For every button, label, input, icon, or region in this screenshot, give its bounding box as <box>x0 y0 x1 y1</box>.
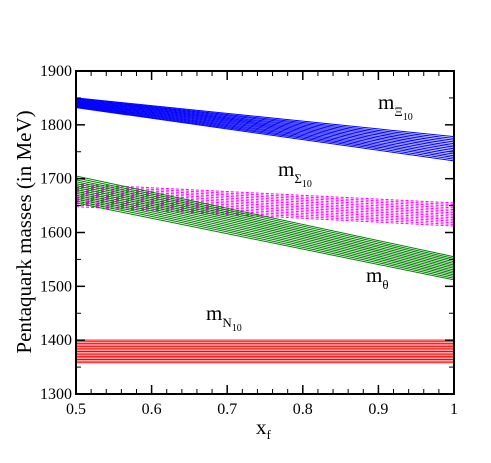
x-axis-title: xf <box>256 415 272 442</box>
band-xi10-line <box>76 98 454 141</box>
y-axis-title: Pentaquark masses (in MeV) <box>12 110 36 353</box>
label-sigma10: mΣ10 <box>278 157 312 190</box>
y-tick-label: 1900 <box>40 63 72 80</box>
band-xi10-line <box>76 99 454 143</box>
label-sigma10-subsub: 10 <box>302 179 312 190</box>
band-sigma10-line <box>76 202 454 224</box>
band-xi10-line <box>76 105 454 157</box>
band-theta-line <box>76 175 454 258</box>
ticks-layer: 0.5 0.6 0.7 0.8 0.9 1 1300 1400 1500 1600 1700 1800… <box>40 63 458 418</box>
x-tick-label: 0.6 <box>142 401 162 418</box>
band-xi10-line <box>76 100 454 146</box>
band-theta-line <box>76 192 454 273</box>
x-axis-title-main: x <box>256 415 267 439</box>
band-xi10-line <box>76 107 454 162</box>
band-sigma10-line <box>76 191 454 212</box>
x-tick-label: 1 <box>450 401 458 418</box>
band-theta-line <box>76 194 454 274</box>
band-sigma10-line <box>76 198 454 219</box>
band-xi10-line <box>76 103 454 153</box>
y-tick-label: 1300 <box>40 386 72 403</box>
band-theta-line <box>76 179 454 261</box>
band-theta-line <box>76 181 454 263</box>
band-xi10-line <box>76 106 454 160</box>
y-tick-label: 1400 <box>40 332 72 349</box>
band-xi10-line <box>76 105 454 158</box>
y-tick-label: 1500 <box>40 278 72 295</box>
y-tick-label: 1700 <box>40 171 72 188</box>
band-theta-line <box>76 183 454 264</box>
label-theta-sub: θ <box>382 277 388 292</box>
band-sigma10-line <box>76 206 454 227</box>
band-theta <box>76 175 454 281</box>
band-theta-line <box>76 177 454 259</box>
band-theta-line <box>76 188 454 269</box>
band-sigma10-line <box>76 194 454 215</box>
band-xi10-line <box>76 104 454 155</box>
band-xi10-line <box>76 98 454 139</box>
band-sigma10-line <box>76 185 454 206</box>
label-theta-main: m <box>366 263 382 287</box>
label-xi10: mΞ10 <box>378 90 413 123</box>
label-sigma10-main: m <box>278 157 294 181</box>
label-xi10-main: m <box>378 90 394 114</box>
label-sigma10-sub: Σ <box>294 171 302 186</box>
y-tick-label: 1800 <box>40 117 72 134</box>
band-theta-line <box>76 187 454 268</box>
x-axis-title-sub: f <box>267 427 272 442</box>
band-sigma10 <box>76 183 454 227</box>
band-xi10-line <box>76 102 454 152</box>
label-n10-main: m <box>206 301 222 325</box>
label-xi10-subsub: 10 <box>403 112 413 123</box>
band-sigma10-line <box>76 183 454 204</box>
band-theta-line <box>76 202 454 281</box>
band-xi10-line <box>76 102 454 150</box>
band-sigma10-line <box>76 190 454 211</box>
band-sigma10-line <box>76 199 454 220</box>
label-n10-sub: N <box>222 315 232 330</box>
x-tick-label: 0.8 <box>293 401 313 418</box>
band-theta-line <box>76 190 454 271</box>
band-sigma10-line <box>76 186 454 207</box>
band-sigma10-line <box>76 201 454 222</box>
label-theta: mθ <box>366 263 389 292</box>
band-n10 <box>76 339 454 364</box>
band-xi10-line <box>76 101 454 148</box>
band-sigma10-line <box>76 193 454 214</box>
bands-layer <box>76 97 454 364</box>
band-sigma10-line <box>76 188 454 209</box>
band-theta-line <box>76 196 454 276</box>
band-xi10 <box>76 97 454 162</box>
x-tick-label: 0.7 <box>217 401 237 418</box>
label-n10-subsub: 10 <box>232 323 242 334</box>
band-theta-line <box>76 198 454 278</box>
band-xi10-line <box>76 100 454 145</box>
x-tick-label: 0.9 <box>368 401 388 418</box>
band-theta-line <box>76 200 454 279</box>
x-tick-label: 0.5 <box>66 401 86 418</box>
y-tick-label: 1600 <box>40 225 72 242</box>
band-xi10-line <box>76 97 454 138</box>
band-theta-line <box>76 185 454 266</box>
band-sigma10-line <box>76 204 454 225</box>
label-xi10-sub: Ξ <box>394 104 402 119</box>
band-sigma10-line <box>76 196 454 217</box>
label-n10: mN10 <box>206 301 242 334</box>
